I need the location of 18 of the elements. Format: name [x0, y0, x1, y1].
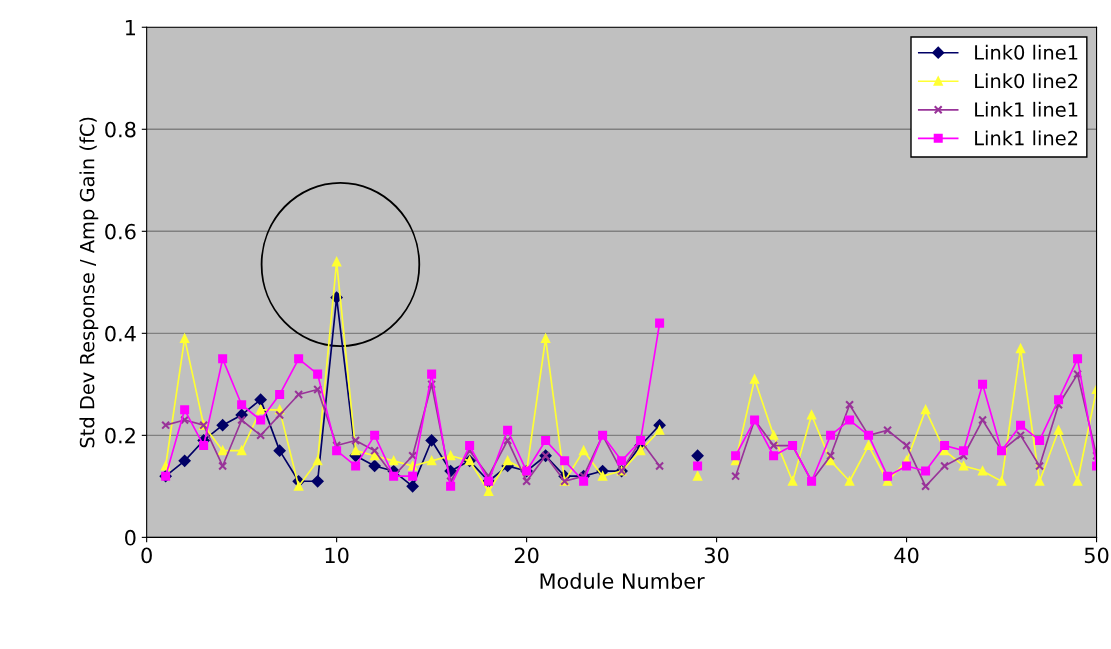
y-tick-label: 1: [125, 19, 136, 36]
x-tick-label: 10: [325, 547, 349, 564]
x-tick-label: 0: [141, 547, 152, 564]
y-tick-label: 0.4: [105, 325, 136, 342]
legend-label: Link1 line1: [975, 101, 1078, 117]
x-tick-label: 40: [894, 547, 919, 564]
y-tick-label: 0: [125, 529, 136, 546]
y-tick-label: 0.2: [105, 427, 135, 444]
x-tick-label: 30: [704, 547, 729, 564]
legend-label: Link0 line1: [975, 44, 1078, 60]
legend-label: Link1 line2: [975, 130, 1078, 146]
x-axis-title: Module Number: [540, 572, 705, 589]
x-tick-label: 20: [514, 547, 539, 564]
y-tick-label: 0.8: [105, 121, 136, 138]
y-axis-title: Std Dev Response / Amp Gain (fC): [79, 117, 99, 448]
legend-label: Link0 line2: [975, 73, 1078, 89]
y-tick-label: 0.6: [105, 223, 136, 240]
x-tick-label: 50: [1084, 547, 1109, 564]
